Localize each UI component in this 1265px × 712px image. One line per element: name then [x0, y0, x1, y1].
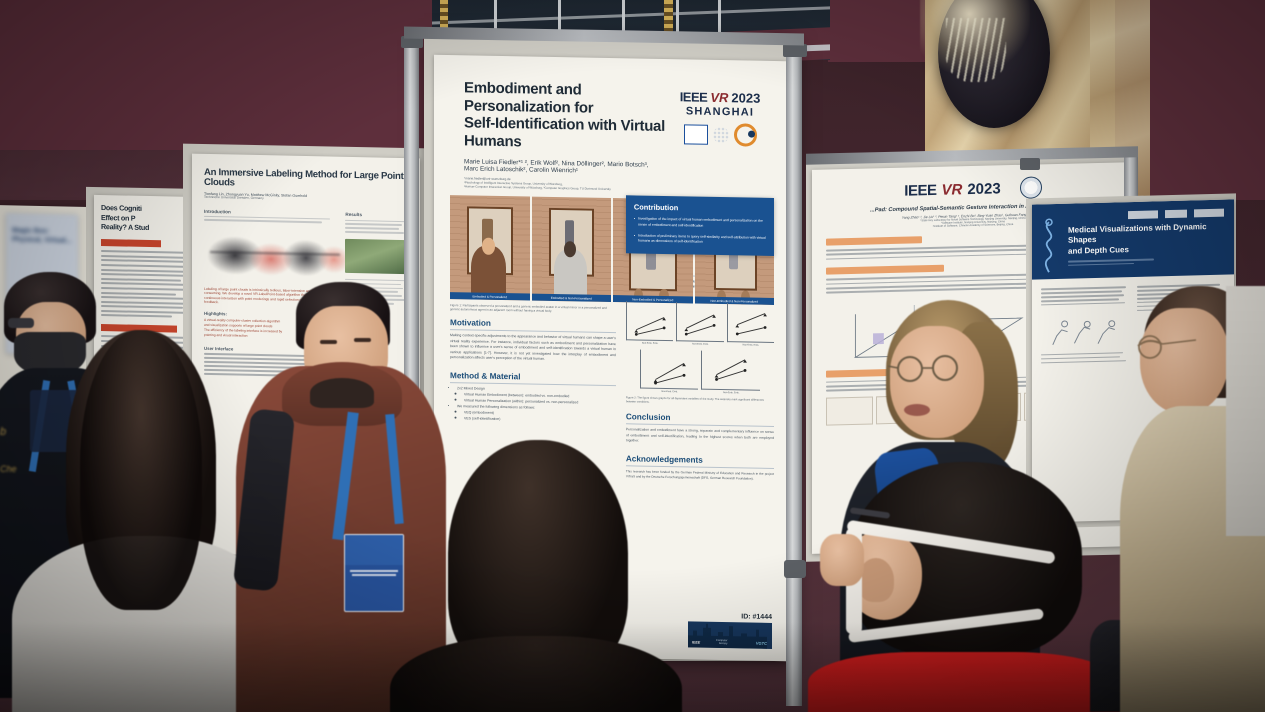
results-plot-4: Non-Emb. Emb. — [639, 349, 699, 393]
results-plot-3: Non-Emb. Emb. — [726, 303, 775, 347]
pole-clamp-main-right-top — [783, 44, 807, 57]
jacket-gold-text: b Che — [0, 426, 17, 474]
poster-medical: Medical Visualizations with Dynamic Shap… — [1032, 199, 1234, 523]
medical-logo-1 — [1128, 210, 1158, 220]
gesture-conference-year: 2023 — [967, 179, 1001, 198]
section-motivation-heading: Motivation — [450, 318, 491, 329]
poster-medical-header: Medical Visualizations with Dynamic Shap… — [1032, 199, 1234, 280]
contribution-box: Contribution ▪ Investigation of the impa… — [625, 195, 774, 256]
nanjing-university-seal-icon — [1019, 176, 1042, 199]
results-plot-row-1: Non-Emb. Emb. Non-Emb. Emb. — [625, 301, 775, 347]
results-figure-caption: Figure 2: The figure shows graphs for al… — [625, 396, 765, 404]
poster-labeling-section-results: Results — [345, 211, 363, 217]
poster-labeling-section-introduction: Introduction — [204, 208, 231, 214]
bullet-marker-icon: ▪ — [633, 216, 636, 221]
poster-cognitive-section-introduction — [101, 239, 161, 248]
contribution-bullet-0: Investigation of the impact of virtual h… — [638, 216, 763, 228]
right-woman-face — [1140, 308, 1228, 414]
gesture-vr-logo-icon: VR — [941, 180, 963, 199]
figure-panel-2-caption: Embodied & Non-Personalized — [531, 294, 611, 303]
figure-panel-1-caption: Embodied & Personalized — [450, 292, 530, 301]
results-plot-4-xlabel: Non-Emb. Emb. — [661, 391, 678, 394]
pole-clamp-main-right-mid — [784, 560, 806, 578]
presenter-face — [890, 326, 984, 438]
section-motivation-body: Making context-specific adjustments to t… — [450, 333, 616, 361]
gesture-ieee-wordmark: IEEE — [904, 181, 937, 200]
board-pole-main-right — [786, 36, 802, 706]
poster-main-title-line2: Self-Identification with Virtual Humans — [464, 114, 665, 151]
medical-logo-3 — [1194, 208, 1224, 218]
person-man-hoodie — [232, 282, 446, 712]
results-plot-row-2: Non-Emb. Emb. Non-Emb. Emb. — [626, 349, 774, 394]
person-woman-back-center — [390, 440, 682, 712]
university-logo — [683, 123, 708, 145]
window-mullion-v4 — [676, 0, 679, 60]
chandelier-crystals — [946, 18, 1006, 82]
round-glasses-icon — [888, 355, 958, 382]
results-plot-3-xlabel: Non-Emb. Emb. — [742, 344, 759, 347]
pole-clamp-main-left-top — [401, 36, 423, 48]
caduceus-icon — [1044, 218, 1053, 273]
results-plot-2: Non-Emb. Emb. — [676, 302, 724, 346]
window-mullion-v2 — [558, 0, 561, 52]
window-mullion-v3 — [622, 0, 625, 56]
red-shirt — [808, 652, 1120, 712]
figure-panel-1: Embodied & Personalized — [450, 195, 530, 301]
floor-shadow — [0, 622, 1265, 712]
conference-year: 2023 — [731, 90, 761, 106]
gold-trim-left — [440, 0, 448, 46]
window-mullion-v1 — [494, 0, 497, 48]
poster-cognitive-title-l3: Reality? A Stud — [101, 222, 150, 233]
poster-far-left-title: Magic Box: Physical, Virtual... — [12, 227, 72, 245]
poster-labeling-title: An Immersive Labeling Method for Large P… — [204, 166, 404, 189]
right-woman-glasses-icon — [1137, 335, 1197, 359]
results-plot-1: Non-Emb. Emb. — [625, 301, 674, 345]
ieee-wordmark: IEEE — [679, 89, 708, 105]
results-plot-2-xlabel: Non-Emb. Emb. — [692, 343, 709, 346]
maroon-wall-upper — [828, 0, 938, 62]
left-maroon-strip — [0, 0, 432, 150]
results-plot-5-xlabel: Non-Emb. Emb. — [723, 392, 740, 395]
poster-main-title-line1: Embodiment and Personalization for — [464, 79, 594, 117]
figure-panel-2: Embodied & Non-Personalized — [531, 197, 611, 303]
orange-ring-logo — [733, 123, 757, 147]
conference-city: SHANGHAI — [685, 105, 755, 119]
vr-logo-icon: VR — [710, 89, 729, 106]
conference-badge — [344, 534, 404, 612]
shanghai-skyline-graphic: IEEE ComputerSociety VGTC — [688, 621, 772, 649]
medical-logo-2 — [1165, 209, 1187, 219]
contribution-bullet-1: Introduction of preliminary items to que… — [638, 233, 766, 244]
results-plot-1-xlabel: Non-Emb. Emb. — [641, 342, 659, 345]
poster-labeling-result-image — [345, 238, 408, 274]
pole-clamp-gesture — [1020, 158, 1040, 170]
poster-gesture-section-background — [826, 236, 922, 246]
section-conclusion-heading: Conclusion — [625, 412, 671, 423]
results-plot-5: Non-Emb. Emb. — [701, 350, 761, 394]
section-method-heading: Method & Material — [450, 371, 521, 382]
poster-main-figure-caption: Figure 1: Participants observed a person… — [450, 303, 607, 314]
person-masked-red — [790, 462, 1120, 712]
bullet-marker-icon-2: ▪ — [633, 233, 636, 238]
poster-main-id: ID: #1444 — [741, 613, 772, 621]
poster-main: Embodiment and Personalization for Self-… — [434, 54, 786, 662]
person-woman-right — [1120, 286, 1265, 712]
medical-figure-running — [1041, 309, 1130, 351]
poster-labeling-figure — [204, 227, 350, 286]
partner-dots-icon — [712, 126, 729, 143]
poster-gesture-section-spatial — [826, 264, 944, 275]
contribution-heading: Contribution — [633, 202, 679, 213]
